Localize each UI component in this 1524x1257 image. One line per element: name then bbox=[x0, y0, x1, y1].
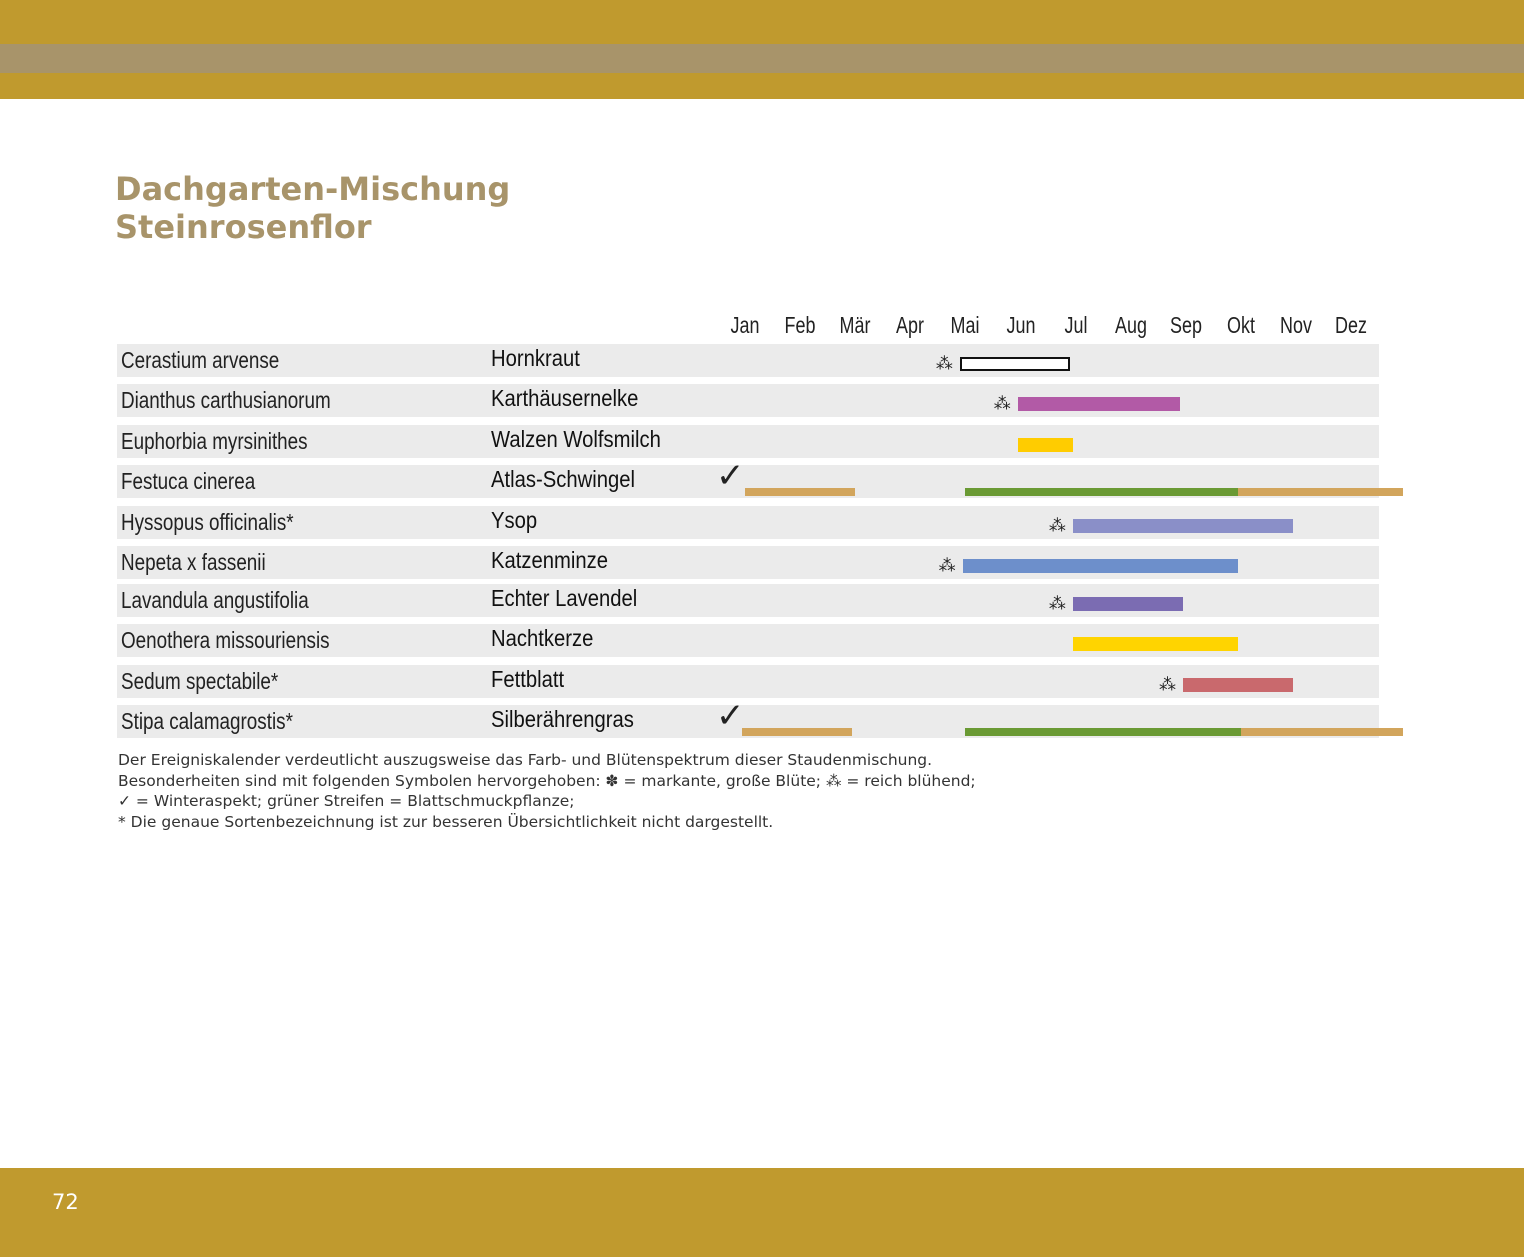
rich-flowering-icon: ⁂ bbox=[993, 394, 1011, 414]
month-label: Feb bbox=[784, 312, 816, 338]
rich-flowering-icon: ⁂ bbox=[1048, 594, 1066, 614]
bloom-bar bbox=[965, 488, 1239, 496]
bloom-bar bbox=[1017, 397, 1181, 411]
header-band-top bbox=[0, 0, 1524, 44]
table-row: Lavandula angustifolia Echter Lavendel bbox=[117, 584, 1379, 617]
german-name: Hornkraut bbox=[491, 345, 580, 371]
bloom-bar bbox=[1183, 678, 1294, 692]
page-number: 72 bbox=[52, 1190, 79, 1214]
month-label: Jun bbox=[1006, 312, 1035, 338]
german-name: Atlas-Schwingel bbox=[491, 466, 636, 492]
bloom-bar bbox=[965, 728, 1241, 736]
note-line: * Die genaue Sortenbezeichnung ist zur b… bbox=[118, 812, 774, 831]
bloom-bar bbox=[959, 357, 1071, 371]
german-name: Karthäusernelke bbox=[491, 385, 639, 411]
legend-notes: Der Ereigniskalender verdeutlicht auszug… bbox=[118, 750, 976, 832]
month-label: Aug bbox=[1114, 312, 1147, 338]
bloom-bar bbox=[745, 488, 856, 496]
month-label: Okt bbox=[1226, 312, 1255, 338]
table-row: Euphorbia myrsinithes Walzen Wolfsmilch bbox=[117, 425, 1379, 458]
bloom-bar bbox=[742, 728, 853, 736]
latin-name: Euphorbia myrsinithes bbox=[121, 428, 308, 454]
german-name: Silberährengras bbox=[491, 706, 634, 732]
rich-flowering-icon: ⁂ bbox=[1048, 516, 1066, 536]
latin-name: Festuca cinerea bbox=[121, 468, 256, 494]
header-band-bottom bbox=[0, 73, 1524, 99]
rich-flowering-icon: ⁂ bbox=[1159, 675, 1177, 695]
note-line: Der Ereigniskalender verdeutlicht auszug… bbox=[118, 751, 933, 769]
table-row: Sedum spectabile* Fettblatt bbox=[117, 665, 1379, 698]
month-label: Jan bbox=[730, 312, 760, 338]
latin-name: Dianthus carthusianorum bbox=[121, 387, 331, 413]
bloom-bar bbox=[1238, 488, 1404, 496]
latin-name: Nepeta x fassenii bbox=[121, 549, 266, 575]
table-row: Dianthus carthusianorum Karthäusernelke bbox=[117, 384, 1379, 417]
latin-name: Cerastium arvense bbox=[121, 347, 280, 373]
latin-name: Hyssopus officinalis* bbox=[121, 509, 294, 535]
footer-band bbox=[0, 1168, 1524, 1257]
latin-name: Stipa calamagrostis* bbox=[121, 708, 293, 734]
month-label: Mai bbox=[950, 312, 980, 338]
bloom-bar bbox=[962, 559, 1239, 573]
bloom-bar bbox=[1072, 637, 1239, 651]
bloom-bar bbox=[1017, 438, 1073, 452]
month-label: Nov bbox=[1280, 312, 1312, 338]
german-name: Echter Lavendel bbox=[491, 585, 638, 611]
page-title: Dachgarten-Mischung bbox=[115, 170, 511, 208]
month-label: Sep bbox=[1169, 312, 1202, 338]
winter-aspect-check-icon: ✓ bbox=[716, 696, 745, 736]
note-line: ✓ = Winteraspekt; grüner Streifen = Blat… bbox=[118, 792, 575, 810]
bloom-bar bbox=[1072, 519, 1294, 533]
month-label: Mär bbox=[839, 312, 871, 338]
german-name: Nachtkerze bbox=[491, 625, 594, 651]
month-label: Jul bbox=[1064, 312, 1088, 338]
german-name: Fettblatt bbox=[491, 666, 565, 692]
header-band-middle bbox=[0, 44, 1524, 73]
rich-flowering-icon: ⁂ bbox=[938, 556, 956, 576]
latin-name: Lavandula angustifolia bbox=[121, 587, 309, 613]
german-name: Katzenminze bbox=[491, 547, 609, 573]
bloom-bar bbox=[1240, 728, 1404, 736]
bloom-bar bbox=[1072, 597, 1184, 611]
note-line: Besonderheiten sind mit folgenden Symbol… bbox=[118, 771, 976, 790]
german-name: Ysop bbox=[491, 507, 538, 533]
latin-name: Oenothera missouriensis bbox=[121, 627, 330, 653]
winter-aspect-check-icon: ✓ bbox=[716, 456, 745, 496]
latin-name: Sedum spectabile* bbox=[121, 668, 279, 694]
table-row: Cerastium arvense Hornkraut bbox=[117, 344, 1379, 377]
rich-flowering-icon: ⁂ bbox=[935, 354, 953, 374]
month-label: Apr bbox=[896, 312, 925, 338]
month-label: Dez bbox=[1335, 312, 1368, 338]
page-subtitle: Steinrosenflor bbox=[115, 208, 372, 246]
german-name: Walzen Wolfsmilch bbox=[491, 426, 661, 452]
